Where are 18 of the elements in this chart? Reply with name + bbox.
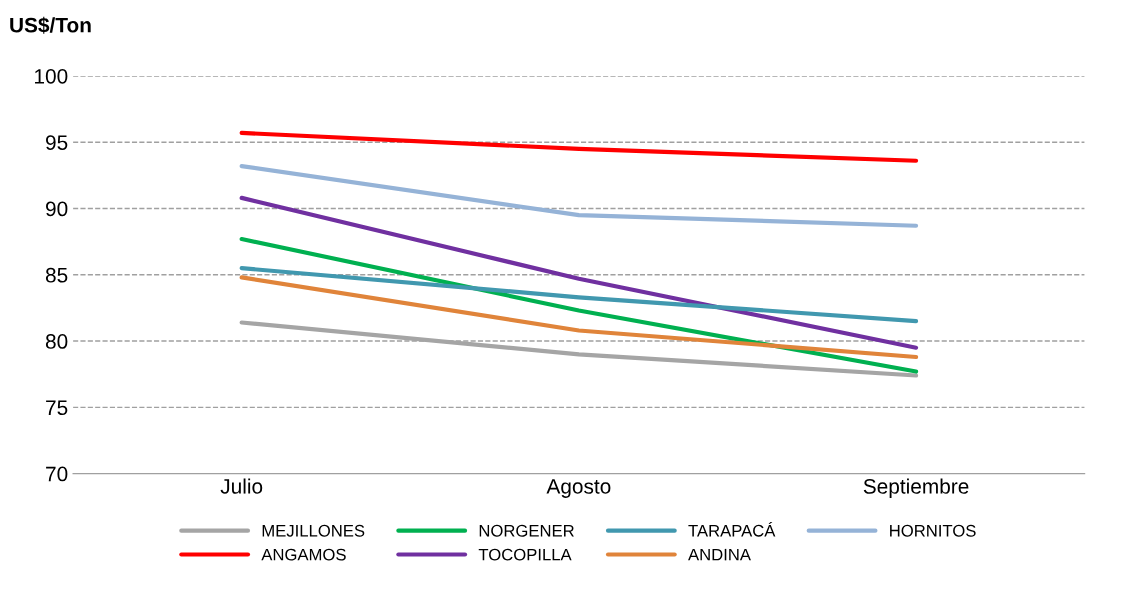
x-tick-label: Agosto	[546, 479, 611, 498]
y-tick-label: 80	[45, 334, 68, 349]
y-axis-title: US$/Ton	[10, 16, 91, 34]
y-tick-label: 70	[46, 466, 68, 482]
x-tick-label: Septiembre	[863, 478, 969, 498]
legend-label: TARAPACÁ	[688, 522, 776, 537]
y-tick-label: 85	[45, 267, 68, 283]
legend-label: NORGENER	[479, 524, 574, 537]
y-tick-label: 75	[46, 400, 68, 416]
y-tick-label: 90	[46, 201, 68, 217]
legend-label: TOCOPILLA	[478, 548, 572, 561]
y-tick-label: 100	[35, 68, 68, 84]
legend-label: ANGAMOS	[261, 548, 346, 561]
legend-label: MEJILLONES	[262, 524, 365, 537]
x-tick-label: Julio	[220, 478, 263, 494]
legend-label: ANDINA	[688, 548, 751, 561]
legend-label: HORNITOS	[890, 524, 976, 537]
y-tick-label: 95	[46, 135, 68, 150]
